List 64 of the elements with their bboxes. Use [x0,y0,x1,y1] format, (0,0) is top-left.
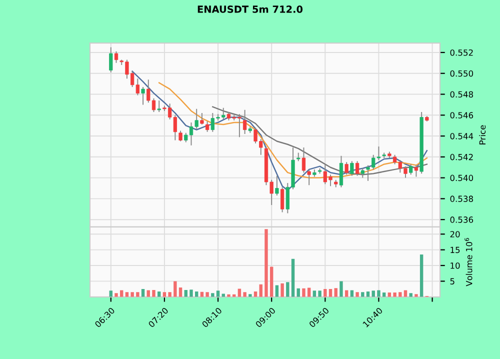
y-tick-label: 0.550 [450,70,474,77]
y-tick-label: 15 [450,246,460,254]
bar [206,292,209,297]
candlestick [141,86,145,106]
candlestick [360,168,364,178]
bar [248,294,252,297]
candlestick [280,186,284,213]
bar [152,290,156,297]
candlestick [414,164,418,178]
bar [211,293,214,297]
candlestick [275,175,279,196]
bar [190,290,193,297]
y-tick-label: 0.552 [450,49,473,56]
candlestick [350,160,354,176]
candlestick [200,112,204,126]
bar [420,254,424,297]
candlestick [339,155,344,188]
candlestick [114,50,118,64]
candlestick [302,147,306,174]
bar [270,266,274,297]
candlestick [307,168,311,186]
y-tick-label: 0.536 [450,216,474,223]
bar [398,292,402,297]
y-tick-label: 5 [450,278,454,284]
bar [334,288,338,297]
candlestick [178,130,182,142]
chart-title: ENAUSDT 5m 712.0 [198,6,303,13]
y-tick-label: 0.538 [450,196,474,202]
candlestick [109,46,113,73]
bar [324,289,327,297]
bar [291,258,295,297]
bar [243,292,246,297]
bar [168,292,172,297]
bar [318,290,322,297]
bar [264,229,268,297]
candlestick [242,109,247,134]
bar [238,288,242,297]
bar [114,293,118,297]
y-axis-title: Price [479,125,486,144]
y-tick-label: 20 [450,231,460,238]
bar [130,292,134,297]
bar [414,294,418,297]
bar [377,290,380,297]
candlestick [344,162,348,176]
bar [393,292,396,297]
y-tick-label: 0.546 [450,112,474,118]
y-tick-label: 0.548 [450,91,474,98]
bar [361,292,364,297]
candlestick [355,160,360,176]
y-axis-title: Volume 10$^{6}$ [464,238,472,286]
candlestick [409,164,413,176]
y-tick-label: 0.540 [450,174,474,182]
y-tick-label: 0.544 [450,133,474,140]
y-tick-label: 0.542 [450,154,473,160]
candlestick [157,100,161,112]
bar [280,283,284,297]
bar [340,281,343,297]
bar [174,281,177,297]
bar [136,292,140,297]
y-tick-label: 10 [450,262,460,269]
bar [356,292,359,297]
bar [286,282,290,297]
candlestick [205,120,210,132]
bar [302,288,306,297]
